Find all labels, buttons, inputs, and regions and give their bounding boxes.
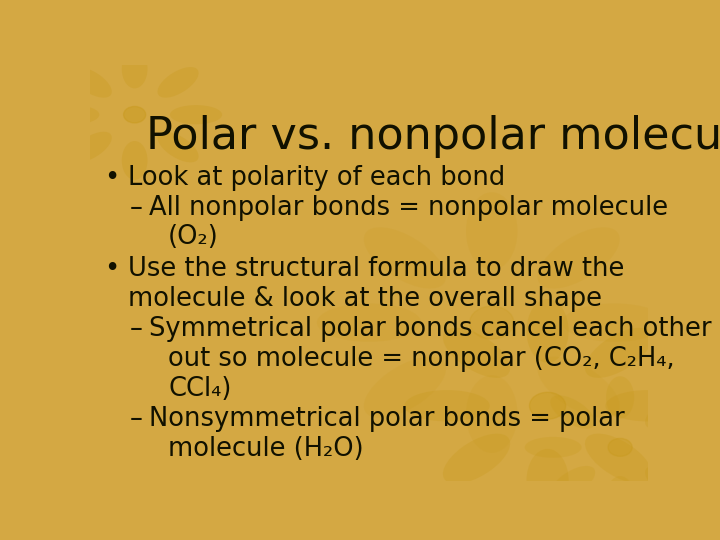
Ellipse shape [606,476,634,518]
Text: CCl₄): CCl₄) [168,376,232,402]
Text: out so molecule = nonpolar (CO₂, C₂H₄,: out so molecule = nonpolar (CO₂, C₂H₄, [168,346,675,372]
Ellipse shape [158,67,199,98]
Text: molecule & look at the overall shape: molecule & look at the overall shape [128,286,602,313]
Ellipse shape [550,395,595,429]
Ellipse shape [645,395,690,429]
Text: –: – [130,406,143,432]
Ellipse shape [71,132,112,163]
Text: molecule (H₂O): molecule (H₂O) [168,436,364,462]
Ellipse shape [443,328,510,378]
Ellipse shape [364,356,446,418]
Ellipse shape [122,141,148,180]
Ellipse shape [122,50,148,89]
Ellipse shape [466,192,518,270]
Text: (O₂): (O₂) [168,225,219,251]
Ellipse shape [585,434,652,484]
Text: Nonsymmetrical polar bonds = polar: Nonsymmetrical polar bonds = polar [148,406,624,432]
Ellipse shape [158,132,199,163]
Text: Use the structural formula to draw the: Use the structural formula to draw the [128,256,624,282]
Ellipse shape [537,227,620,288]
Text: •: • [104,256,120,282]
Text: All nonpolar bonds = nonpolar molecule: All nonpolar bonds = nonpolar molecule [148,194,667,220]
Ellipse shape [550,466,595,500]
Ellipse shape [606,390,690,422]
Text: Look at polarity of each bond: Look at polarity of each bond [128,165,505,191]
Ellipse shape [526,449,569,512]
Ellipse shape [526,299,569,363]
Text: Polar vs. nonpolar molecules: Polar vs. nonpolar molecules [145,114,720,158]
Ellipse shape [537,356,620,418]
Text: –: – [130,316,143,342]
Ellipse shape [48,105,99,124]
Ellipse shape [364,227,446,288]
Ellipse shape [317,303,421,342]
Text: Symmetrical polar bonds cancel each other: Symmetrical polar bonds cancel each othe… [148,316,711,342]
Ellipse shape [562,303,667,342]
Circle shape [124,106,145,123]
Circle shape [608,438,632,456]
Ellipse shape [170,105,222,124]
Circle shape [529,392,566,419]
Ellipse shape [645,466,690,500]
Ellipse shape [443,434,510,484]
Ellipse shape [585,328,652,378]
Ellipse shape [71,67,112,98]
Text: –: – [130,194,143,220]
Ellipse shape [606,376,634,419]
Ellipse shape [659,437,716,458]
Ellipse shape [466,375,518,453]
Text: •: • [104,165,120,191]
Ellipse shape [525,437,582,458]
Ellipse shape [405,390,490,422]
Circle shape [469,306,514,339]
